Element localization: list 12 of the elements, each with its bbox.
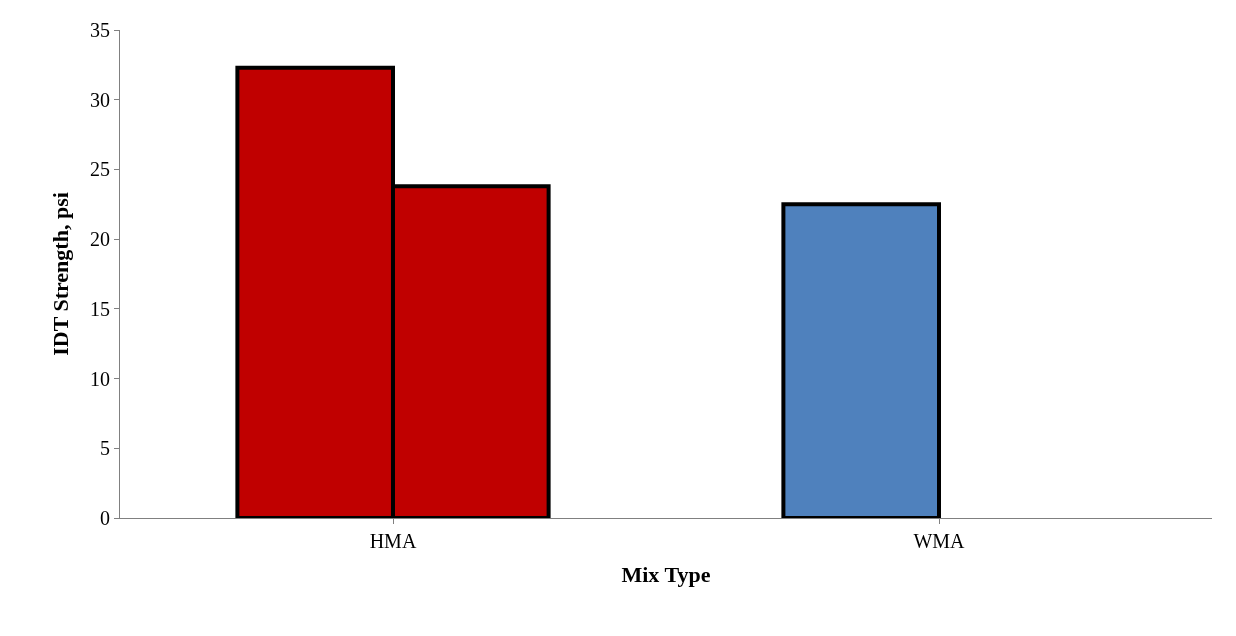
y-tick-label: 30 (90, 88, 110, 111)
y-tick-label: 25 (90, 158, 110, 181)
y-axis-title: IDT Strength, psi (47, 192, 73, 356)
y-tick-label: 15 (90, 297, 110, 320)
y-tick-label: 20 (90, 228, 110, 251)
y-tick-label: 35 (90, 19, 110, 41)
x-tick-label: HMA (369, 530, 417, 552)
y-tick-label: 5 (100, 437, 110, 460)
y-tick-label: 0 (100, 507, 110, 529)
y-tick-label: 10 (90, 367, 110, 390)
x-axis-title: Mix Type (621, 561, 711, 587)
x-tick-label: WMA (913, 530, 966, 552)
